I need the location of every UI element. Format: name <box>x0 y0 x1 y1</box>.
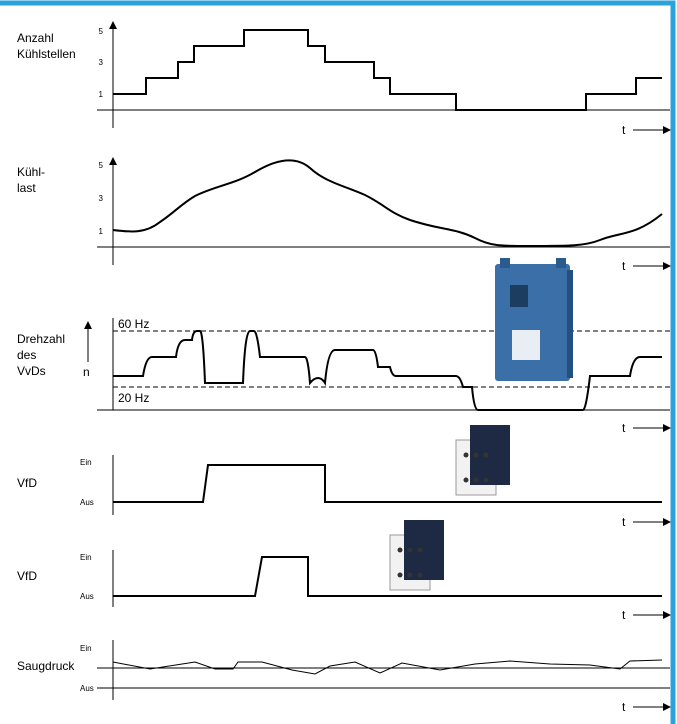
label: VfD <box>17 476 37 490</box>
panel-load: Kühl- last 5 3 1 t <box>17 157 671 273</box>
label: last <box>17 181 36 195</box>
axis-label: t <box>622 608 626 622</box>
label: VvDs <box>17 364 46 378</box>
tick: 1 <box>99 90 104 99</box>
curve <box>112 159 663 247</box>
panel-vfd-1: VfD Ein Aus t <box>17 425 671 529</box>
state: Aus <box>80 592 94 601</box>
state: Aus <box>80 498 94 507</box>
contactor-image <box>455 425 510 496</box>
panel-vfd-2: VfD Ein Aus t <box>17 520 671 622</box>
label: VfD <box>17 569 37 583</box>
curve <box>112 659 663 675</box>
axis-label: t <box>622 123 626 137</box>
state: Ein <box>80 644 92 653</box>
tick: 3 <box>99 58 104 67</box>
axis-label: t <box>622 259 626 273</box>
panel-count: Anzahl Kühlstellen 5 3 1 t <box>17 21 671 137</box>
axis-label: t <box>622 700 626 714</box>
label: Kühl- <box>17 165 45 179</box>
contactor-image <box>389 520 444 591</box>
axis-label: t <box>622 421 626 435</box>
tick: 3 <box>99 194 104 203</box>
label: Kühlstellen <box>17 47 76 61</box>
tick: 1 <box>99 227 104 236</box>
panel-suction: Saugdruck Ein Aus t <box>17 640 671 714</box>
panel-speed: Drehzahl des VvDs n 60 Hz 20 Hz t <box>17 258 671 435</box>
unit: n <box>83 365 90 379</box>
tick: 5 <box>99 161 104 170</box>
label: Anzahl <box>17 31 54 45</box>
curve <box>113 29 662 111</box>
level-label: 60 Hz <box>118 317 149 331</box>
tick: 5 <box>99 27 104 36</box>
label: Saugdruck <box>17 659 75 673</box>
level-label: 20 Hz <box>118 391 149 405</box>
axis-label: t <box>622 515 626 529</box>
state: Ein <box>80 458 92 467</box>
inverter-image <box>495 258 573 381</box>
label: des <box>17 348 36 362</box>
state: Ein <box>80 553 92 562</box>
label: Drehzahl <box>17 332 65 346</box>
curve <box>113 556 662 597</box>
curve <box>113 330 662 411</box>
state: Aus <box>80 684 94 693</box>
curve <box>113 464 662 503</box>
